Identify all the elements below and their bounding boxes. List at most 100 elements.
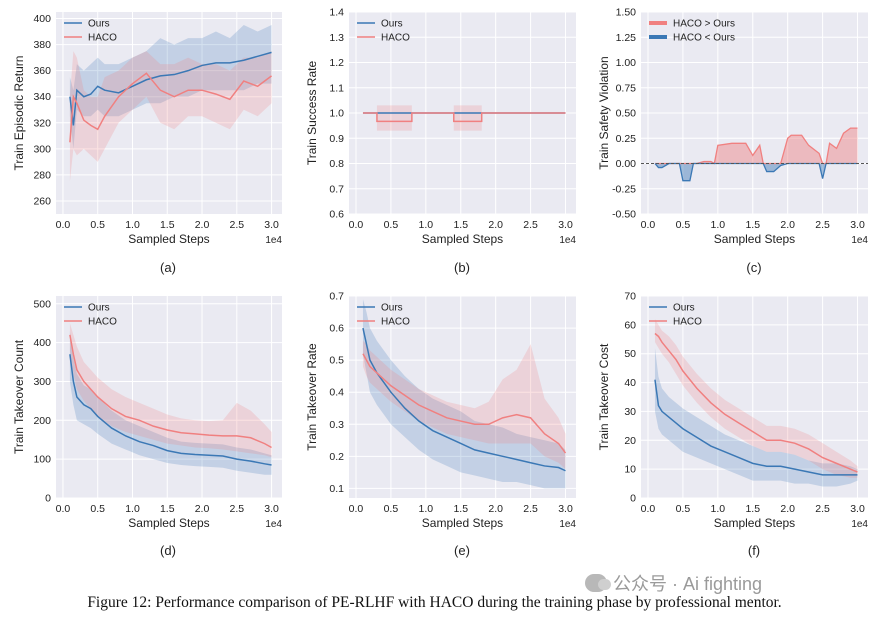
- y-tick-label: 1.50: [616, 7, 637, 19]
- ours-confidence-band: [654, 347, 858, 487]
- legend-label: HACO: [88, 317, 117, 328]
- x-tick-label: 2.5: [229, 503, 244, 515]
- x-tick-label: 0.0: [349, 503, 364, 515]
- legend-label: HACO < Ours: [673, 33, 735, 44]
- ours-series-line: [654, 379, 858, 476]
- haco-series-line: [654, 332, 858, 473]
- legend-label: Ours: [88, 303, 110, 314]
- haco-series-line: [362, 112, 566, 123]
- y-tick-label: 260: [33, 195, 51, 207]
- y-tick-label: 60: [624, 319, 636, 331]
- x-tick-label: 1.5: [453, 219, 468, 231]
- y-tick-label: 0.6: [329, 209, 344, 221]
- plot-area: [641, 127, 868, 182]
- haco-confidence-band: [362, 105, 566, 131]
- x-tick-label: 2.0: [780, 503, 795, 515]
- x-tick-label: 3.0: [850, 219, 865, 231]
- x-tick-label: 0.0: [56, 503, 71, 515]
- x-tick-label: 0.5: [90, 219, 105, 231]
- x-tick-label: 1.5: [160, 219, 175, 231]
- plot-area: [654, 319, 858, 487]
- panel-label: (c): [746, 260, 761, 275]
- panel-label: (e): [454, 543, 470, 558]
- y-tick-label: 0.50: [616, 108, 637, 120]
- y-tick-label: -0.50: [612, 209, 636, 221]
- legend-label: Ours: [88, 19, 110, 30]
- x-tick-label: 2.5: [523, 219, 538, 231]
- legend-label: HACO: [88, 33, 117, 44]
- plot-area: [69, 323, 272, 475]
- y-tick-label: 0.6: [329, 323, 344, 335]
- y-tick-label: 1.4: [329, 7, 344, 19]
- plot-background: [56, 296, 282, 498]
- x-tick-label: 2.0: [488, 503, 503, 515]
- legend-label: Ours: [381, 19, 403, 30]
- haco-series-line: [69, 334, 272, 449]
- x-scale-note: 1e4: [265, 519, 282, 530]
- x-tick-label: 0.5: [90, 503, 105, 515]
- y-axis-label: Train Takeover Cost: [597, 343, 611, 450]
- haco-confidence-band: [69, 51, 272, 182]
- haco-confidence-band: [69, 323, 272, 458]
- chart-panel-3: 0.0 0.5 1.0 1.5 2.0 2.5 3.0 -0.50 -0.25 0.00 0.25 0…: [597, 7, 868, 276]
- y-tick-label: 0.1: [329, 483, 344, 495]
- legend: Ours HACO: [649, 303, 702, 328]
- haco-confidence-band: [654, 319, 858, 478]
- x-tick-label: 3.0: [558, 219, 573, 231]
- y-tick-label: 380: [33, 39, 51, 51]
- watermark: 公众号 · Ai fighting: [585, 570, 762, 596]
- figure-caption: Figure 12: Performance comparison of PE-…: [87, 594, 782, 611]
- x-tick-label: 1.0: [711, 219, 726, 231]
- y-tick-label: 50: [624, 348, 636, 360]
- y-tick-label: 0.7: [329, 183, 344, 195]
- x-tick-label: 1.5: [745, 503, 760, 515]
- x-tick-label: 2.5: [523, 503, 538, 515]
- y-tick-label: 0.75: [616, 82, 637, 94]
- legend-label: HACO: [381, 317, 410, 328]
- plot-area: [362, 105, 566, 131]
- x-scale-note: 1e4: [559, 519, 576, 530]
- y-tick-label: 280: [33, 169, 51, 181]
- panel-label: (a): [160, 260, 176, 275]
- legend-label: HACO: [381, 33, 410, 44]
- x-tick-label: 2.0: [195, 219, 210, 231]
- chart-panel-5: 0.0 0.5 1.0 1.5 2.0 2.5 3.0 0.1 0.2 0.3 0.4 0.5 0.6 0…: [305, 291, 576, 559]
- y-tick-label: 340: [33, 91, 51, 103]
- x-scale-note: 1e4: [559, 235, 576, 246]
- wechat-icon: [585, 574, 611, 592]
- y-tick-label: 0.4: [329, 387, 344, 399]
- y-tick-label: 0.3: [329, 419, 344, 431]
- legend: Ours HACO: [357, 19, 410, 44]
- y-tick-label: 1.3: [329, 32, 344, 44]
- x-tick-label: 0.5: [676, 503, 691, 515]
- legend: HACO > Ours HACO < Ours: [649, 19, 735, 44]
- y-tick-label: 1.00: [616, 57, 637, 69]
- y-tick-label: 0.00: [616, 158, 637, 170]
- legend: Ours HACO: [357, 303, 410, 328]
- x-tick-label: 1.0: [419, 503, 434, 515]
- panel-label: (f): [748, 543, 760, 558]
- watermark-text: 公众号 · Ai fighting: [613, 574, 763, 594]
- y-tick-label: 320: [33, 117, 51, 129]
- chart-panel-4: 0.0 0.5 1.0 1.5 2.0 2.5 3.0 0 100 200 300 400 500 Sam…: [12, 296, 282, 558]
- ours-confidence-band: [69, 330, 272, 475]
- haco-greater-area: [654, 128, 858, 164]
- x-tick-label: 3.0: [558, 503, 573, 515]
- y-axis-label: Train Takeover Rate: [305, 343, 319, 451]
- x-tick-label: 2.0: [780, 219, 795, 231]
- x-tick-label: 0.0: [349, 219, 364, 231]
- legend: Ours HACO: [64, 19, 117, 44]
- y-axis-label: Train Episodic Return: [12, 56, 26, 171]
- plot-background: [56, 12, 282, 214]
- x-scale-note: 1e4: [851, 235, 868, 246]
- y-tick-label: 400: [33, 13, 51, 25]
- y-tick-label: 200: [33, 415, 51, 427]
- x-tick-label: 2.0: [488, 219, 503, 231]
- chart-panel-6: 0.0 0.5 1.0 1.5 2.0 2.5 3.0 0 10 20 30 40 50 60 70 Samp…: [597, 291, 868, 559]
- y-tick-label: 0.7: [329, 291, 344, 303]
- plot-area: [69, 25, 273, 182]
- legend-label: Ours: [673, 303, 695, 314]
- y-tick-label: 400: [33, 337, 51, 349]
- y-tick-label: 1.25: [616, 32, 637, 44]
